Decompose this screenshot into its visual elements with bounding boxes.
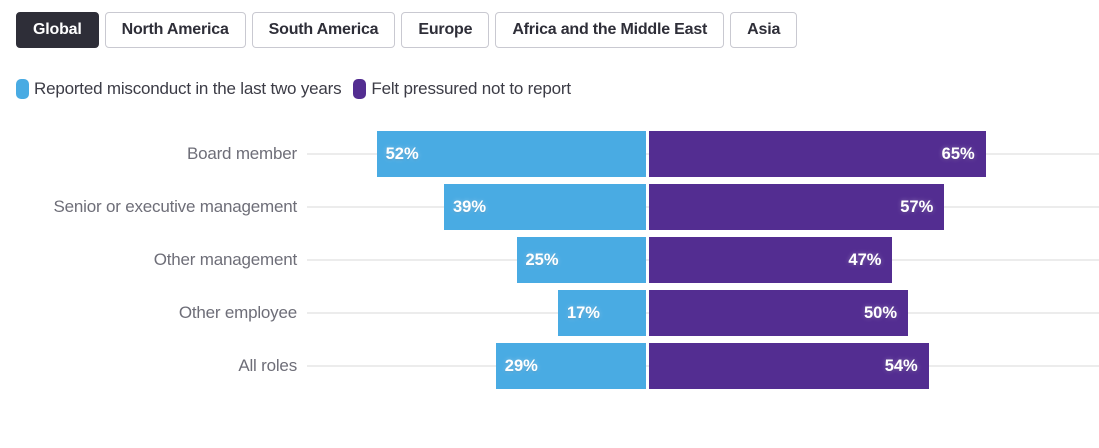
bar-reported-misconduct-in-the-last-two-years: 17% [557, 290, 646, 336]
chart-row-senior-or-executive-management: Senior or executive management 39% 57% [0, 184, 1099, 230]
tab-north-america[interactable]: North America [104, 12, 246, 48]
bar-reported-misconduct-in-the-last-two-years: 29% [495, 343, 646, 389]
bar-felt-pressured-not-to-report: 50% [649, 290, 908, 336]
tab-asia[interactable]: Asia [730, 12, 798, 48]
legend-label: Felt pressured not to report [371, 79, 571, 98]
diverging-bar-chart: Board member 52% 65% Senior or executive ma… [0, 131, 1099, 389]
plot-area: 25% 47% [307, 237, 1099, 283]
legend-item-felt-pressured-not-to-report: Felt pressured not to report [353, 79, 571, 99]
bar-reported-misconduct-in-the-last-two-years: 52% [376, 131, 646, 177]
category-label: Other management [153, 250, 297, 269]
tab-europe[interactable]: Europe [401, 12, 490, 48]
chart-legend: Reported misconduct in the last two year… [16, 79, 1099, 99]
bar-felt-pressured-not-to-report: 47% [649, 237, 893, 283]
plot-area: 29% 54% [307, 343, 1099, 389]
plot-area: 39% 57% [307, 184, 1099, 230]
legend-label: Reported misconduct in the last two year… [34, 79, 342, 98]
bar-value-label: 39% [452, 197, 486, 216]
bar-felt-pressured-not-to-report: 65% [649, 131, 986, 177]
tab-global[interactable]: Global [16, 12, 99, 48]
bar-value-label: 50% [863, 303, 897, 322]
legend-swatch-icon [16, 79, 29, 99]
plot-area: 17% 50% [307, 290, 1099, 336]
chart-row-all-roles: All roles 29% 54% [0, 343, 1099, 389]
chart-row-other-management: Other management 25% 47% [0, 237, 1099, 283]
legend-item-reported-misconduct-in-the-last-two-years: Reported misconduct in the last two year… [16, 79, 342, 99]
category-label: All roles [238, 356, 297, 375]
bar-value-label: 65% [941, 144, 975, 163]
bar-value-label: 25% [525, 250, 559, 269]
chart-row-board-member: Board member 52% 65% [0, 131, 1099, 177]
tab-africa-and-the-middle-east[interactable]: Africa and the Middle East [495, 12, 725, 48]
category-label: Senior or executive management [53, 197, 298, 216]
chart-row-other-employee: Other employee 17% 50% [0, 290, 1099, 336]
bar-value-label: 54% [884, 356, 918, 375]
bar-felt-pressured-not-to-report: 54% [649, 343, 929, 389]
tab-south-america[interactable]: South America [251, 12, 396, 48]
bar-value-label: 29% [504, 356, 538, 375]
bar-value-label: 47% [848, 250, 882, 269]
legend-swatch-icon [353, 79, 367, 99]
bar-reported-misconduct-in-the-last-two-years: 25% [516, 237, 646, 283]
bar-felt-pressured-not-to-report: 57% [649, 184, 945, 230]
bar-reported-misconduct-in-the-last-two-years: 39% [443, 184, 646, 230]
dashboard-page: Global North America South America Europe Af… [0, 12, 1099, 389]
plot-area: 52% 65% [307, 131, 1099, 177]
category-label: Other employee [178, 303, 297, 322]
category-label: Board member [186, 144, 297, 163]
bar-value-label: 57% [900, 197, 934, 216]
region-tab-bar: Global North America South America Europe Af… [16, 12, 1099, 48]
bar-value-label: 52% [385, 144, 419, 163]
bar-value-label: 17% [566, 303, 600, 322]
